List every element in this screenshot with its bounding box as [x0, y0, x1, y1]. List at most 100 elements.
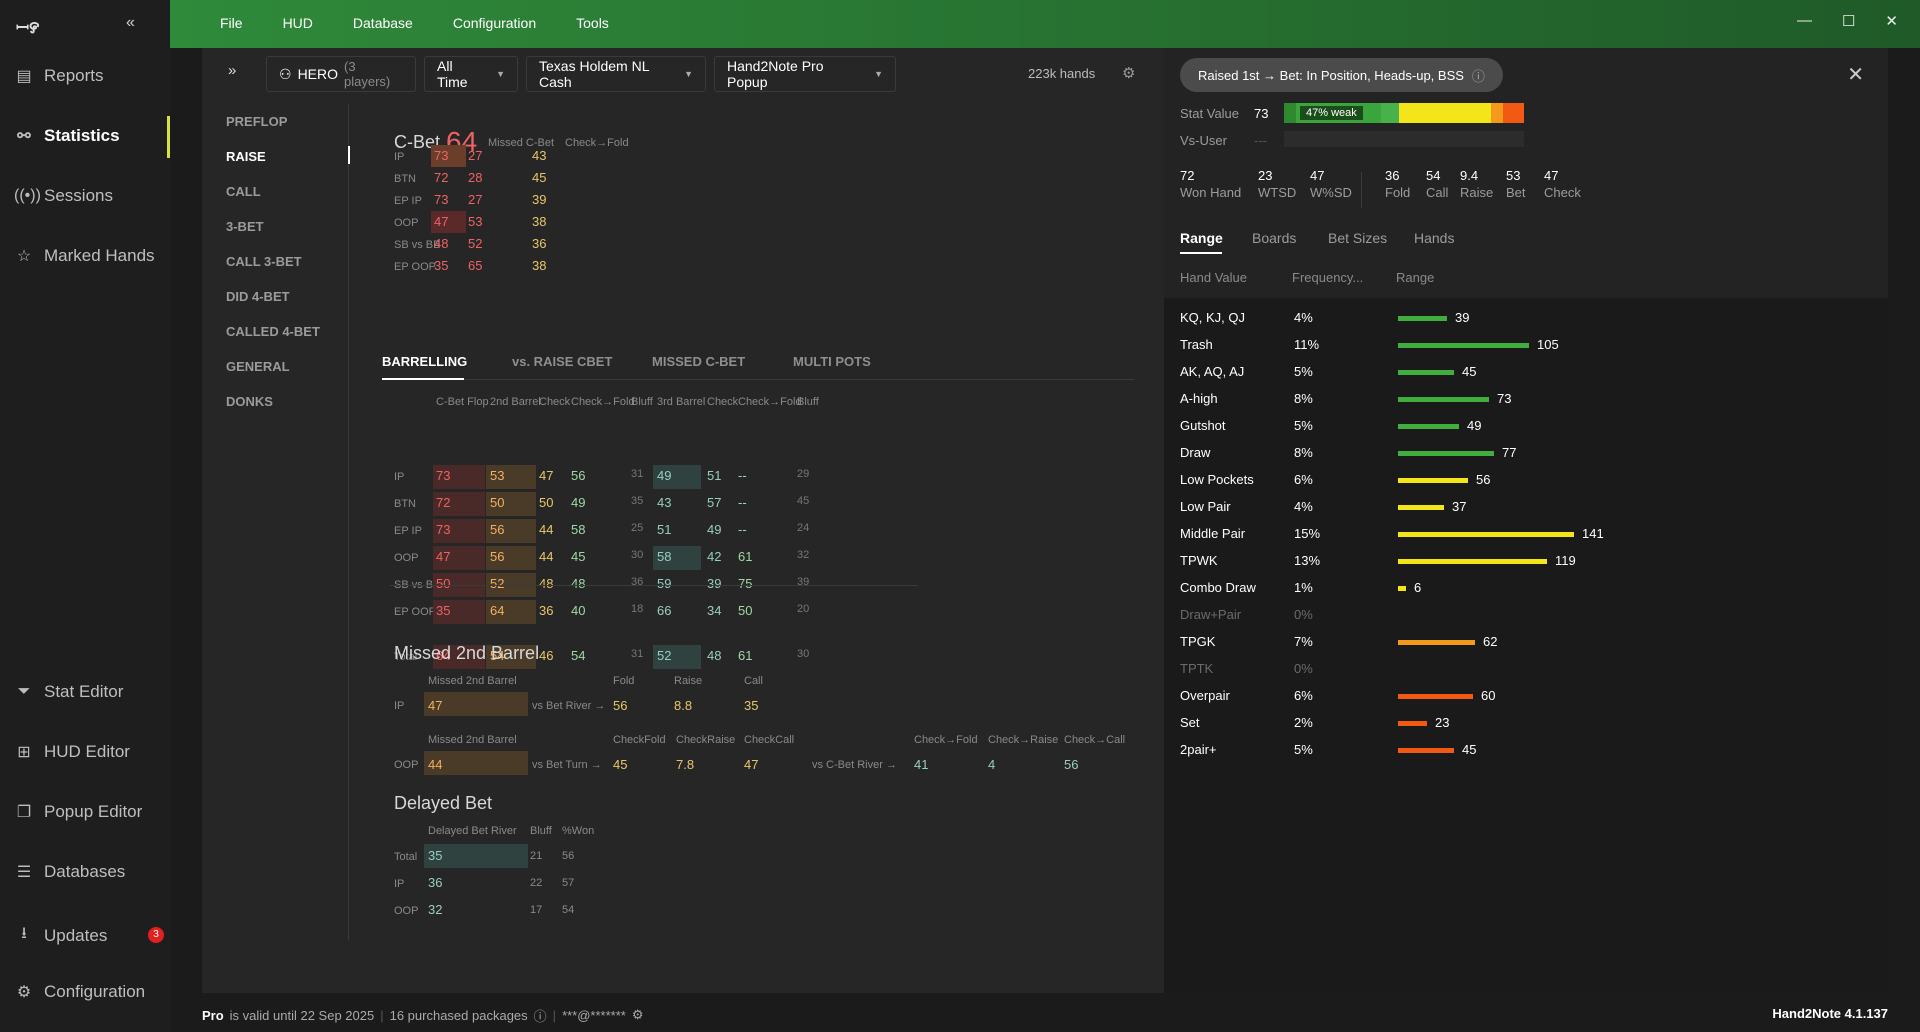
missed2-ip-pos: IP	[394, 700, 405, 712]
popup-panel: Raised 1st → Bet: In Position, Heads-up,…	[1164, 48, 1888, 993]
close-window-icon[interactable]: ✕	[1885, 13, 1898, 30]
cbet-row-pos: SB vs BB	[394, 239, 441, 251]
player-selector[interactable]: ⚇ HERO (3 players)	[266, 56, 416, 92]
settings-gear-icon[interactable]: ⚙	[1122, 65, 1136, 82]
missed2-ip-h3: Call	[744, 675, 763, 687]
barrel-header: Bluff	[797, 396, 819, 408]
submenu-donks[interactable]: DONKS	[226, 394, 273, 409]
cbet-header-missed: Missed C-Bet	[488, 137, 555, 149]
col-hand-value[interactable]: Hand Value	[1180, 270, 1247, 285]
popup-stat-value: 23	[1258, 168, 1273, 183]
barrel-cell: 59	[657, 576, 672, 591]
range-row: KQ, KJ, QJ 4% 39	[1180, 310, 1880, 332]
menu-configuration[interactable]: Configuration	[452, 15, 537, 31]
close-icon[interactable]: ✕	[1847, 64, 1864, 86]
missed2-oop-v3: 47	[744, 757, 759, 772]
popup-stat-label: Call	[1426, 185, 1449, 200]
cbet-row-value: 72	[434, 170, 449, 185]
maximize-icon[interactable]: ☐	[1841, 13, 1856, 30]
range-bar	[1398, 397, 1489, 402]
popup-title-pill[interactable]: Raised 1st → Bet: In Position, Heads-up,…	[1180, 58, 1503, 92]
barrel-header: Bluff	[631, 396, 653, 408]
nav-statistics[interactable]: ⚯ Statistics	[14, 126, 119, 146]
nav-popup-editor[interactable]: ❐ Popup Editor	[14, 802, 142, 822]
cbet-row-value: 48	[434, 236, 449, 251]
submenu-preflop[interactable]: PREFLOP	[226, 114, 288, 129]
nav-stat-editor[interactable]: ⏷ Stat Editor	[14, 682, 124, 702]
cbet-cell-bg	[431, 145, 466, 167]
menu-database[interactable]: Database	[352, 15, 413, 31]
nav-databases[interactable]: ☰ Databases	[14, 862, 125, 882]
nav-hud-editor[interactable]: ⊞ HUD Editor	[14, 742, 130, 762]
barrel-cell: 73	[436, 522, 451, 537]
popup-stat: 54 Call	[1426, 168, 1448, 200]
account-gear-icon[interactable]: ⚙	[631, 1007, 644, 1022]
barrel-cell-bg	[486, 465, 536, 489]
tab-barrelling[interactable]: BARRELLING	[382, 354, 468, 369]
cbet-cell-bg	[431, 211, 466, 233]
barrel-row-pos: OOP	[394, 552, 419, 564]
cbet-title: C-Bet	[394, 132, 441, 152]
range-row: Trash 11% 105	[1180, 337, 1880, 359]
nav-sessions[interactable]: ((•)) Sessions	[14, 186, 113, 206]
cbet-row-pos: EP OOP	[394, 261, 436, 273]
delayed-title: Delayed Bet	[394, 793, 493, 813]
popup-editor-icon: ❐	[16, 804, 32, 821]
col-frequency[interactable]: Frequency...	[1292, 270, 1364, 285]
col-range[interactable]: Range	[1396, 270, 1435, 285]
submenu-raise[interactable]: RAISE	[226, 149, 266, 164]
cbet-row-pos: BTN	[394, 173, 416, 185]
nav-label: Updates	[44, 925, 108, 945]
nav-updates[interactable]: ⭳ Updates	[14, 922, 107, 949]
range-row: Draw 8% 77	[1180, 445, 1880, 467]
nav-label: HUD Editor	[44, 742, 130, 761]
range-frequency: 2%	[1294, 715, 1313, 730]
menu-file[interactable]: File	[220, 15, 243, 31]
popup-dropdown[interactable]: Hand2Note Pro Popup ▼	[714, 56, 896, 92]
submenu-call[interactable]: CALL	[226, 184, 261, 199]
range-hand-name: KQ, KJ, QJ	[1180, 310, 1246, 325]
info-icon[interactable]: ⓘ	[533, 1008, 547, 1024]
nav-marked-hands[interactable]: ☆ Marked Hands	[14, 246, 155, 266]
tab-vs-raise-cbet[interactable]: vs. RAISE CBET	[512, 354, 613, 369]
popup-stat-value: 72	[1180, 168, 1195, 183]
collapse-sidebar-icon[interactable]: «	[126, 14, 135, 31]
time-filter-dropdown[interactable]: All Time ▼	[424, 56, 518, 92]
nav-active-indicator	[167, 116, 170, 158]
delayed-bluff: 22	[530, 877, 543, 889]
popup-title: Raised 1st → Bet: In Position, Heads-up,…	[1198, 67, 1464, 83]
range-count: 105	[1537, 337, 1559, 352]
submenu-called-4bet[interactable]: CALLED 4-BET	[226, 324, 320, 339]
menu-tools[interactable]: Tools	[576, 15, 609, 31]
submenu-general[interactable]: GENERAL	[226, 359, 290, 374]
filter-icon: ⏷	[17, 683, 31, 700]
submenu-3bet[interactable]: 3-BET	[226, 219, 264, 234]
range-count: 56	[1476, 472, 1491, 487]
barrel-cell: 40	[571, 603, 586, 618]
barrel-cell: 46	[539, 648, 554, 663]
popup-stat: 53 Bet	[1506, 168, 1526, 200]
submenu-did-4bet[interactable]: DID 4-BET	[226, 289, 290, 304]
submenu-call-3bet[interactable]: CALL 3-BET	[226, 254, 302, 269]
tab-multi-pots[interactable]: MULTI POTS	[793, 354, 871, 369]
tab-bet-sizes[interactable]: Bet Sizes	[1328, 230, 1388, 246]
barrel-cell: 45	[797, 495, 810, 507]
license-type: Pro	[202, 1007, 224, 1023]
expand-icon[interactable]: »	[228, 62, 237, 79]
tab-boards[interactable]: Boards	[1252, 230, 1297, 246]
tab-missed-cbet[interactable]: MISSED C-BET	[652, 354, 746, 369]
range-bar	[1398, 478, 1468, 483]
game-filter-value: Texas Holdem NL Cash	[539, 58, 649, 90]
tab-range[interactable]: Range	[1180, 230, 1223, 246]
tab-hands[interactable]: Hands	[1414, 230, 1455, 246]
range-hand-name: Trash	[1180, 337, 1213, 352]
menu-hud[interactable]: HUD	[282, 15, 313, 31]
nav-reports[interactable]: ▤ Reports	[14, 66, 103, 86]
minimize-icon[interactable]: —	[1796, 12, 1812, 29]
nav-configuration[interactable]: ⚙ Configuration	[14, 982, 145, 1002]
barrel-cell-bg	[653, 546, 701, 570]
barrel-cell: 54	[571, 648, 586, 663]
game-filter-dropdown[interactable]: Texas Holdem NL Cash ▼	[526, 56, 706, 92]
status-bar: Pro is valid until 22 Sep 2025 | 16 purc…	[202, 1007, 644, 1024]
report-icon: ▤	[16, 68, 32, 85]
